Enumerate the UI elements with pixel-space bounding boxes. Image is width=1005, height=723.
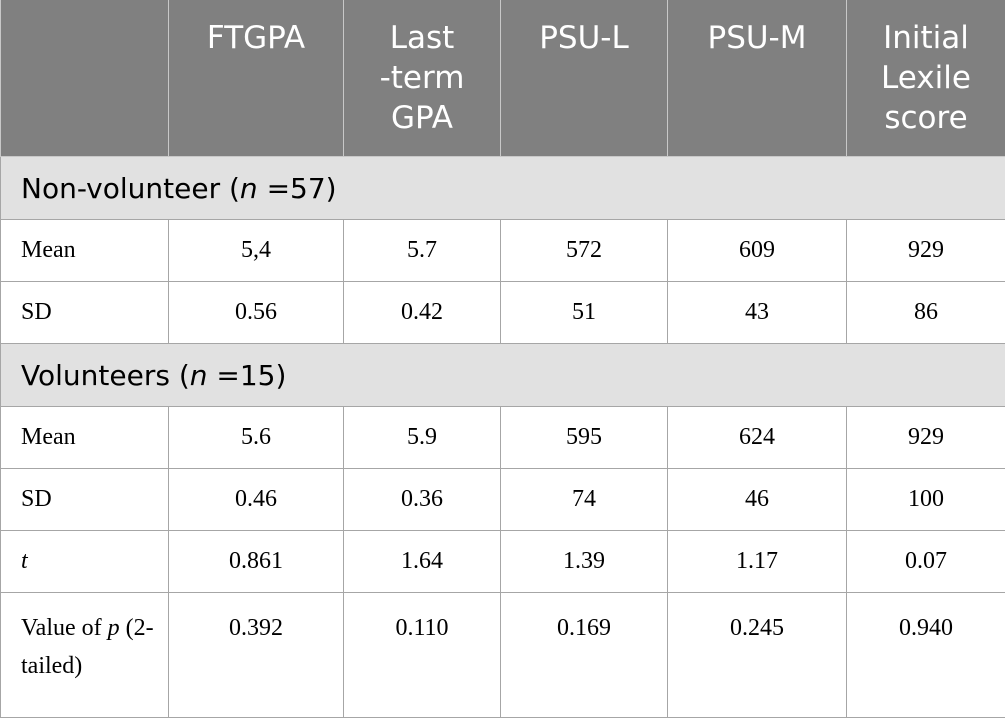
header-line: Initial xyxy=(883,20,969,56)
data-row: Mean 5,4 5.7 572 609 929 xyxy=(0,219,1005,282)
label-part: n xyxy=(239,171,258,205)
row-label: Mean xyxy=(0,219,169,282)
header-line: -term xyxy=(379,60,465,96)
value-cell: 0.392 xyxy=(168,592,344,718)
value-cell: 0.940 xyxy=(846,592,1005,718)
data-row: SD 0.46 0.36 74 46 100 xyxy=(0,468,1005,531)
section-label: Volunteers (n =15) xyxy=(0,343,1005,407)
value-cell: 0.42 xyxy=(343,281,501,344)
value-cell: 100 xyxy=(846,468,1005,531)
value-cell: 624 xyxy=(667,406,847,469)
value-cell: 1.64 xyxy=(343,530,501,593)
value-cell: 5.7 xyxy=(343,219,501,282)
column-header: PSU-M xyxy=(667,0,847,157)
value-cell: 609 xyxy=(667,219,847,282)
column-header: PSU-L xyxy=(500,0,668,157)
column-header: FTGPA xyxy=(168,0,344,157)
label-part: t xyxy=(21,548,28,574)
value-cell: 1.39 xyxy=(500,530,668,593)
row-label: Mean xyxy=(0,406,169,469)
data-row: Value of p (2-tailed) 0.392 0.110 0.169 0.24… xyxy=(0,592,1005,718)
label-part: p xyxy=(107,615,120,641)
label-part: SD xyxy=(21,299,52,325)
value-cell: 0.245 xyxy=(667,592,847,718)
value-cell: 43 xyxy=(667,281,847,344)
value-cell: 929 xyxy=(846,219,1005,282)
label-part: SD xyxy=(21,486,52,512)
header-line: GPA xyxy=(391,100,453,136)
label-part: Mean xyxy=(21,237,76,263)
table-body: Non-volunteer (n =57) Mean 5,4 5.7 572 609 929… xyxy=(0,156,1005,718)
value-cell: 0.110 xyxy=(343,592,501,718)
data-row: SD 0.56 0.42 51 43 86 xyxy=(0,281,1005,344)
value-cell: 0.07 xyxy=(846,530,1005,593)
section-row: Volunteers (n =15) xyxy=(0,343,1005,407)
label-part: n xyxy=(189,358,208,392)
header-line: Last xyxy=(389,20,455,56)
value-cell: 51 xyxy=(500,281,668,344)
value-cell: 5.6 xyxy=(168,406,344,469)
value-cell: 5.9 xyxy=(343,406,501,469)
header-line: PSU-M xyxy=(707,20,807,56)
value-cell: 5,4 xyxy=(168,219,344,282)
section-row: Non-volunteer (n =57) xyxy=(0,156,1005,220)
row-label: SD xyxy=(0,468,169,531)
header-line: score xyxy=(884,100,968,136)
column-header: Initial Lexile score xyxy=(846,0,1005,157)
header-row: FTGPA Last -term GPA PSU-L PSU-M Initial Lexile… xyxy=(0,0,1005,157)
row-label: SD xyxy=(0,281,169,344)
value-cell: 1.17 xyxy=(667,530,847,593)
column-header: Last -term GPA xyxy=(343,0,501,157)
data-row: Mean 5.6 5.9 595 624 929 xyxy=(0,406,1005,469)
value-cell: 0.861 xyxy=(168,530,344,593)
header-line: FTGPA xyxy=(206,20,306,56)
row-label: t xyxy=(0,530,169,593)
header-line: PSU-L xyxy=(539,20,629,56)
value-cell: 0.56 xyxy=(168,281,344,344)
value-cell: 0.169 xyxy=(500,592,668,718)
header-cell xyxy=(0,0,169,157)
value-cell: 46 xyxy=(667,468,847,531)
value-cell: 0.36 xyxy=(343,468,501,531)
label-part: =15) xyxy=(207,358,287,392)
value-cell: 595 xyxy=(500,406,668,469)
value-cell: 572 xyxy=(500,219,668,282)
value-cell: 86 xyxy=(846,281,1005,344)
label-part: =57) xyxy=(257,171,337,205)
label-part: Mean xyxy=(21,424,76,450)
section-label: Non-volunteer (n =57) xyxy=(0,156,1005,220)
label-part: Value of xyxy=(21,615,108,641)
value-cell: 74 xyxy=(500,468,668,531)
label-part: Volunteers ( xyxy=(21,358,190,392)
data-row: t 0.861 1.64 1.39 1.17 0.07 xyxy=(0,530,1005,593)
row-label: Value of p (2-tailed) xyxy=(0,592,169,718)
label-part: Non-volunteer ( xyxy=(21,171,240,205)
header-line: Lexile xyxy=(881,60,971,96)
label-part: (2-tailed) xyxy=(21,615,154,679)
value-cell: 929 xyxy=(846,406,1005,469)
value-cell: 0.46 xyxy=(168,468,344,531)
